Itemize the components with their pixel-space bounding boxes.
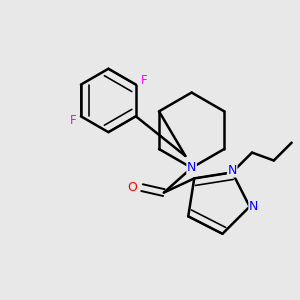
Text: F: F: [140, 74, 147, 87]
Text: O: O: [127, 181, 137, 194]
Text: N: N: [227, 164, 237, 177]
Text: N: N: [249, 200, 258, 213]
Text: N: N: [187, 161, 196, 174]
Text: F: F: [70, 114, 76, 127]
